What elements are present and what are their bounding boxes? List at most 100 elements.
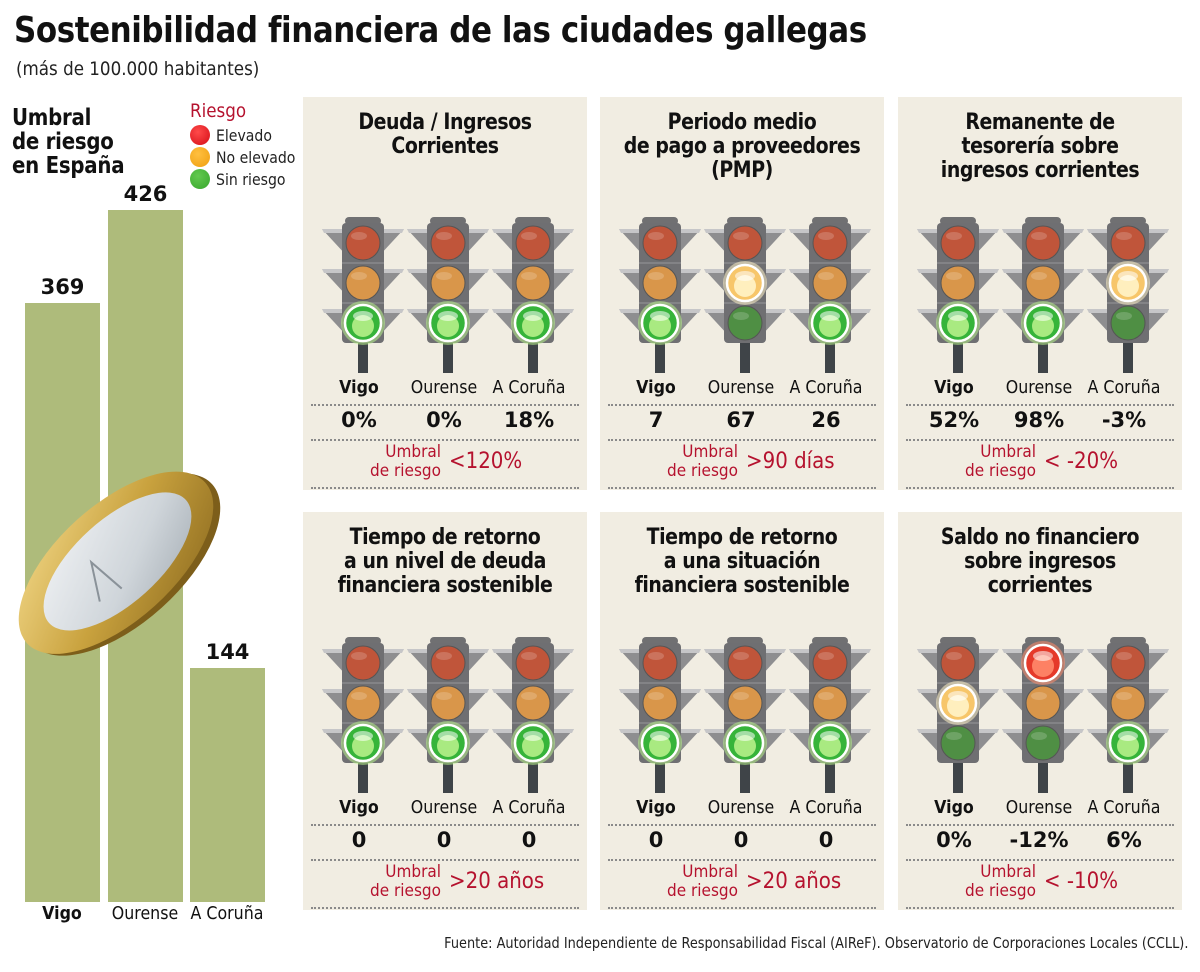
city-label: A Coruña — [492, 797, 566, 818]
indicator-value: 0 — [818, 828, 834, 852]
indicator-value: 67 — [726, 408, 756, 432]
city-label: Vigo — [636, 377, 676, 398]
bar-ourense — [108, 210, 183, 902]
dotted-divider — [311, 487, 579, 489]
bar-value: 369 — [40, 274, 85, 299]
value-row: 0 0 0 — [311, 828, 579, 858]
city-label: A Coruña — [789, 797, 863, 818]
risk-label: Umbral de riesgo — [667, 862, 738, 901]
page-title: Sostenibilidad financiera de las ciudade… — [14, 10, 867, 51]
risk-threshold-value: < -10% — [1044, 869, 1119, 894]
legend-item-sin-riesgo: Sin riesgo — [190, 168, 306, 190]
dotted-divider — [608, 487, 876, 489]
traffic-lights — [303, 635, 587, 795]
value-row: 0% -12% 6% — [906, 828, 1174, 858]
bar-category-label: Vigo — [42, 903, 82, 924]
risk-threshold-value: >20 años — [449, 869, 545, 894]
dotted-divider — [311, 824, 579, 826]
legend-title: Riesgo — [190, 100, 247, 122]
indicator-value: 98% — [1013, 408, 1065, 432]
traffic-light-green-icon — [318, 635, 408, 795]
orange-dot-icon — [190, 147, 210, 167]
panel-deuda-ingresos: Deuda / Ingresos Corrientes — [303, 97, 587, 490]
indicator-value: 52% — [928, 408, 980, 432]
traffic-light-yellow-icon — [700, 215, 790, 375]
traffic-light-yellow-icon — [913, 635, 1003, 795]
bar-category-label: A Coruña — [190, 903, 264, 924]
dotted-divider — [311, 404, 579, 406]
city-labels: Vigo Ourense A Coruña — [311, 377, 579, 403]
city-label: Vigo — [339, 377, 379, 398]
traffic-light-red-icon — [998, 635, 1088, 795]
traffic-light-green-icon — [913, 215, 1003, 375]
indicator-value: 0 — [648, 828, 664, 852]
indicator-value: 0% — [341, 408, 377, 432]
risk-threshold-row: Umbral de riesgo >20 años — [608, 863, 876, 905]
bar-value: 144 — [205, 640, 250, 665]
city-labels: Vigo Ourense A Coruña — [608, 377, 876, 403]
indicator-value: 0 — [733, 828, 749, 852]
panel-pmp: Periodo medio de pago a proveedores (PMP) — [600, 97, 884, 490]
risk-label: Umbral de riesgo — [965, 862, 1036, 901]
dotted-divider — [311, 859, 579, 861]
dotted-divider — [311, 907, 579, 909]
dotted-divider — [608, 439, 876, 441]
panel-saldo-no-financiero: Saldo no financiero sobre ingresos corrien… — [898, 512, 1182, 910]
traffic-lights — [898, 215, 1182, 375]
dotted-divider — [906, 824, 1174, 826]
city-labels: Vigo Ourense A Coruña — [311, 797, 579, 823]
panel-title: Saldo no financiero sobre ingresos corrien… — [940, 525, 1140, 598]
risk-threshold-row: Umbral de riesgo <120% — [311, 443, 579, 485]
traffic-light-green-icon — [785, 215, 875, 375]
panel-title: Periodo medio de pago a proveedores (PMP) — [623, 110, 861, 183]
panel-remanente-tesoreria: Remanente de tesorería sobre ingresos corr… — [898, 97, 1182, 490]
city-label: Ourense — [1005, 797, 1073, 818]
city-labels: Vigo Ourense A Coruña — [906, 797, 1174, 823]
indicator-value: 0 — [351, 828, 367, 852]
risk-threshold-value: <120% — [449, 449, 523, 474]
traffic-light-green-icon — [403, 215, 493, 375]
traffic-light-green-icon — [615, 635, 705, 795]
indicator-value: -3% — [1101, 408, 1147, 432]
bar-category-label: Ourense — [111, 903, 179, 924]
risk-threshold-row: Umbral de riesgo < -20% — [906, 443, 1174, 485]
source-note: Fuente: Autoridad Independiente de Respo… — [443, 934, 1188, 952]
legend-item-no-elevado: No elevado — [190, 146, 306, 168]
dotted-divider — [906, 439, 1174, 441]
city-label: A Coruña — [492, 377, 566, 398]
city-label: Ourense — [410, 797, 478, 818]
dotted-divider — [906, 404, 1174, 406]
city-label: Ourense — [1005, 377, 1073, 398]
city-label: A Coruña — [1087, 797, 1161, 818]
panel-title: Tiempo de retorno a un nivel de deuda fina… — [337, 525, 553, 598]
umbral-chart-title: Umbral de riesgo en España — [12, 105, 125, 179]
traffic-lights — [600, 215, 884, 375]
value-row: 52% 98% -3% — [906, 408, 1174, 438]
indicator-value: 26 — [811, 408, 841, 432]
traffic-lights — [600, 635, 884, 795]
traffic-light-green-icon — [318, 215, 408, 375]
risk-label: Umbral de riesgo — [370, 442, 441, 481]
traffic-light-green-icon — [998, 215, 1088, 375]
risk-label: Umbral de riesgo — [667, 442, 738, 481]
city-label: Vigo — [934, 797, 974, 818]
indicator-value: 0% — [936, 828, 972, 852]
risk-label: Umbral de riesgo — [370, 862, 441, 901]
risk-threshold-value: < -20% — [1044, 449, 1119, 474]
traffic-light-green-icon — [700, 635, 790, 795]
city-label: A Coruña — [1087, 377, 1161, 398]
panel-retorno-situacion: Tiempo de retorno a una situación financie… — [600, 512, 884, 910]
city-label: Ourense — [707, 377, 775, 398]
traffic-light-green-icon — [615, 215, 705, 375]
panel-retorno-deuda: Tiempo de retorno a un nivel de deuda fina… — [303, 512, 587, 910]
city-label: Ourense — [410, 377, 478, 398]
risk-legend: Riesgo Elevado No elevado Sin riesgo — [190, 100, 306, 190]
traffic-light-green-icon — [488, 215, 578, 375]
dotted-divider — [311, 439, 579, 441]
value-row: 0 0 0 — [608, 828, 876, 858]
panel-title: Deuda / Ingresos Corrientes — [358, 110, 532, 159]
traffic-light-green-icon — [488, 635, 578, 795]
city-label: Vigo — [339, 797, 379, 818]
indicator-value: 0 — [521, 828, 537, 852]
traffic-lights — [898, 635, 1182, 795]
